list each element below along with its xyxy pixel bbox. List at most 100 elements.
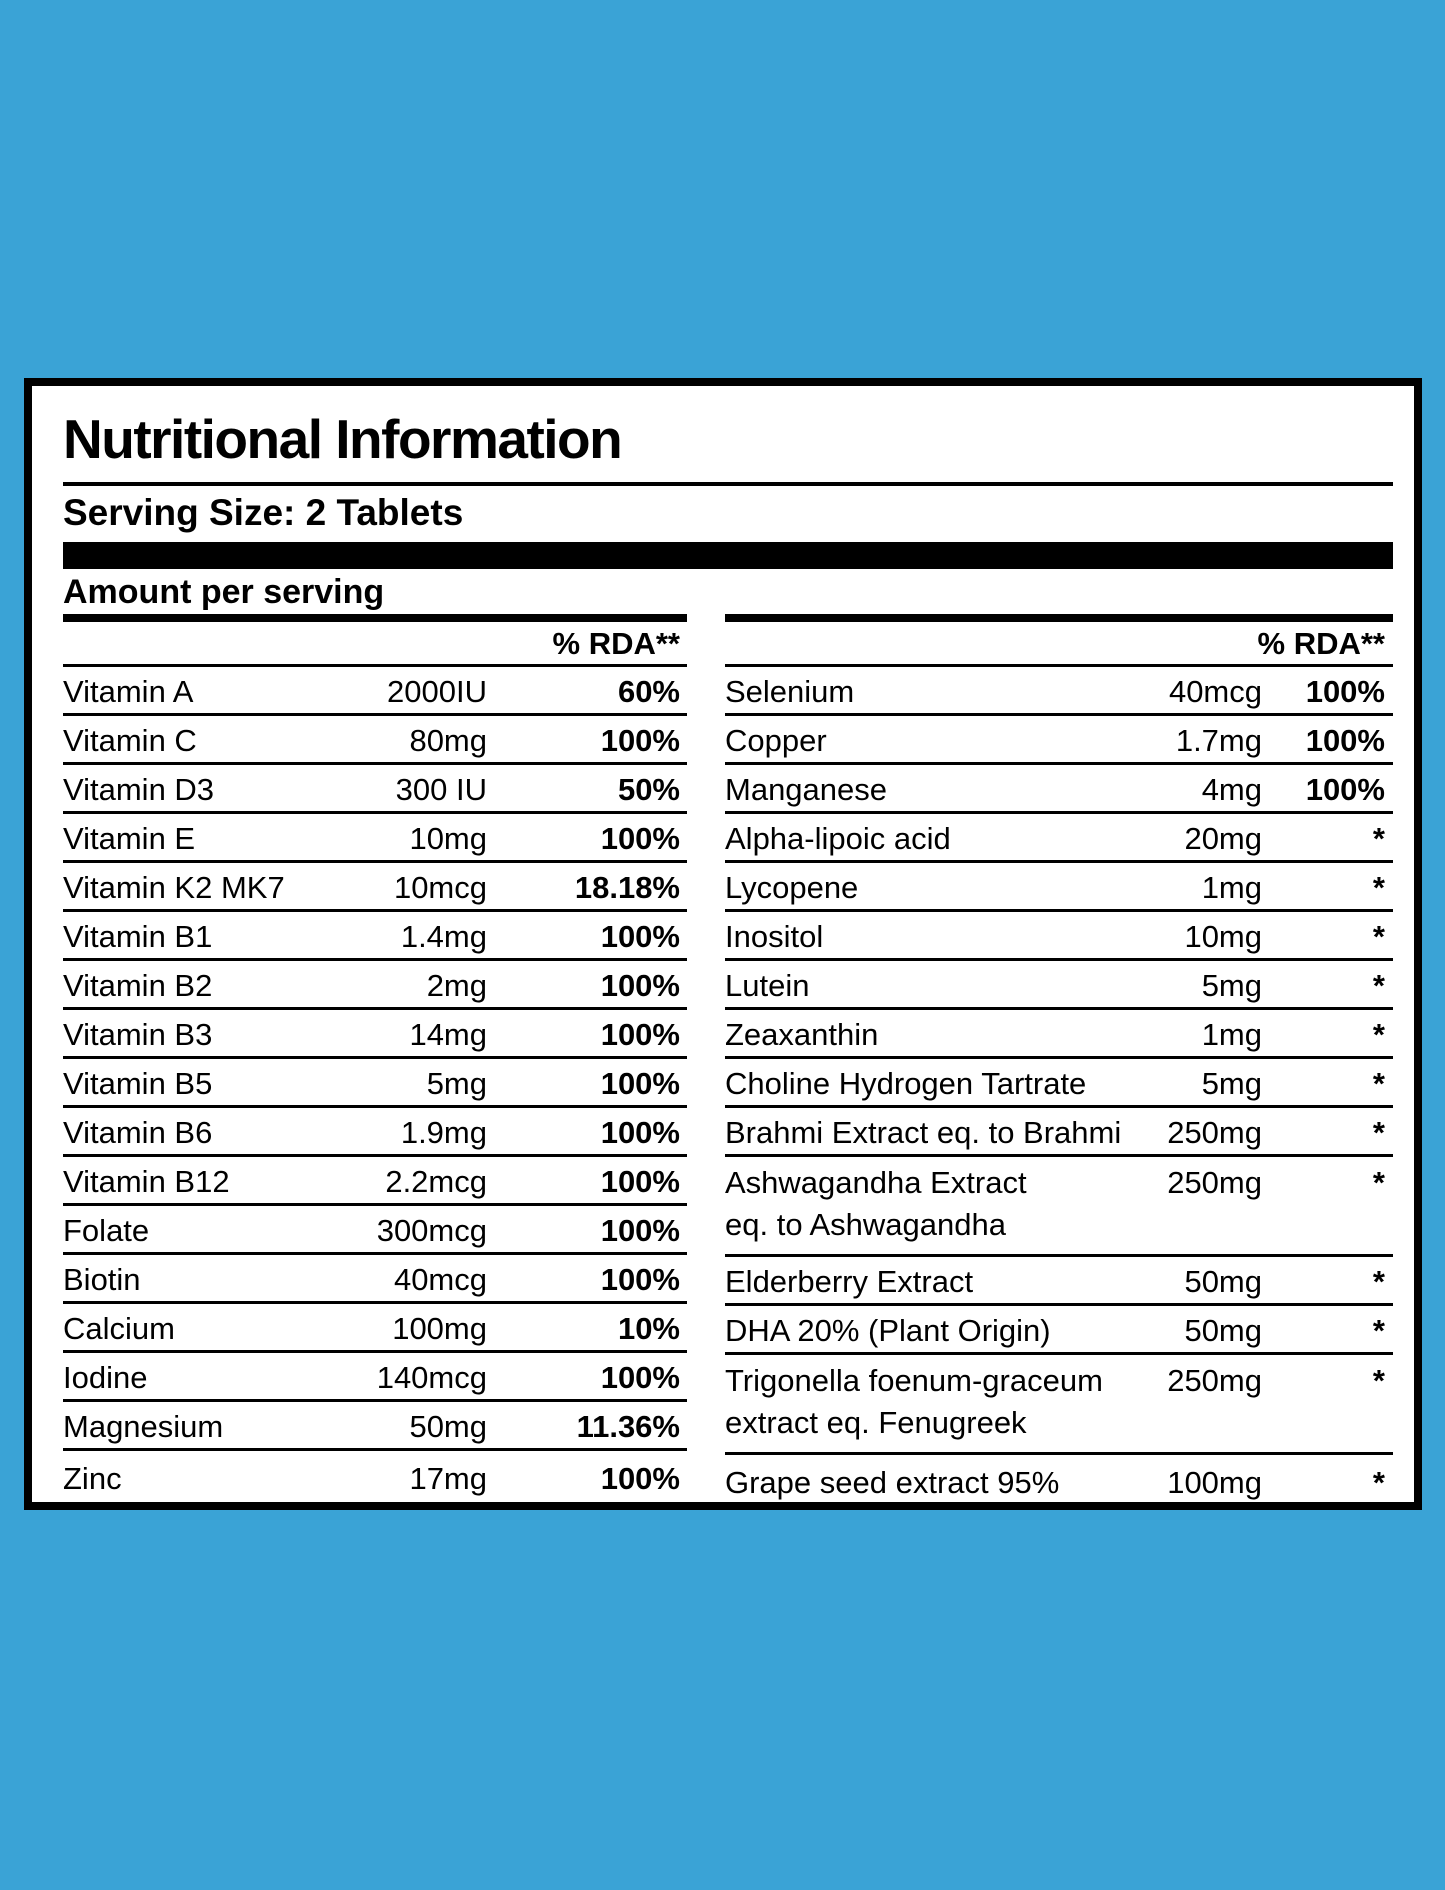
nutrient-amount: 140mcg (376, 1360, 487, 1395)
table-row: Vitamin B3 14mg 100% (63, 1010, 687, 1059)
nutrient-rda-value: 18.18% (574, 870, 680, 905)
table-row: Biotin 40mcg 100% (63, 1255, 687, 1304)
nutrient-name: Vitamin D3 (63, 772, 215, 807)
nutrient-amount: 40mcg (1168, 674, 1262, 709)
table-row: Vitamin B1 1.4mg 100% (63, 912, 687, 961)
table-row: Grape seed extract 95% 100mg * (725, 1455, 1393, 1502)
nutrition-label-panel: Nutritional Information Serving Size: 2 … (24, 378, 1422, 1510)
nutrient-rda-value: * (1372, 1363, 1385, 1398)
nutrient-name: Magnesium (63, 1409, 224, 1444)
nutrient-rda-value: * (1372, 1264, 1385, 1299)
nutrient-name-line2: eq. to Ashwagandha (725, 1207, 1006, 1242)
table-row: Vitamin E 10mg 100% (63, 814, 687, 863)
rda-column-header: % RDA** (63, 622, 687, 667)
nutrient-name: Folate (63, 1213, 150, 1248)
nutrient-name: Zeaxanthin (725, 1017, 879, 1052)
page-title: Nutritional Information (63, 408, 623, 470)
nutrient-rda-value: 100% (600, 821, 680, 856)
nutrient-name: Vitamin B5 (63, 1066, 213, 1101)
nutrient-amount: 250mg (1167, 1363, 1262, 1398)
amount-per-serving-label: Amount per serving (63, 573, 385, 611)
nutrient-amount: 300mcg (376, 1213, 487, 1248)
nutrient-amount: 250mg (1167, 1115, 1262, 1150)
nutrient-amount: 5mg (1201, 968, 1262, 1003)
table-row: Copper 1.7mg 100% (725, 716, 1393, 765)
table-row: Magnesium 50mg 11.36% (63, 1402, 687, 1451)
table-row: Zinc 17mg 100% (63, 1451, 687, 1500)
table-row: Choline Hydrogen Tartrate 5mg * (725, 1059, 1393, 1108)
nutrient-name: Trigonella foenum-graceum extract eq. Fen… (725, 1360, 1122, 1444)
nutrient-rda-value: 100% (600, 1461, 680, 1496)
table-row: Folate 300mcg 100% (63, 1206, 687, 1255)
nutrient-amount: 17mg (409, 1461, 487, 1496)
nutrient-rda-value: 50% (617, 772, 680, 807)
nutrient-amount: 100mg (392, 1311, 487, 1346)
table-row: Iodine 140mcg 100% (63, 1353, 687, 1402)
table-row: Alpha-lipoic acid 20mg * (725, 814, 1393, 863)
nutrient-name: Vitamin C (63, 723, 197, 758)
serving-size-text: Serving Size: 2 Tablets (63, 492, 464, 533)
right-nutrient-table: % RDA** Selenium 40mcg 100% Copper 1.7mg 100%… (725, 614, 1393, 1502)
nutrient-name: Vitamin B1 (63, 919, 213, 954)
nutrient-rda-value: 60% (617, 674, 680, 709)
nutrient-amount: 50mg (1184, 1264, 1262, 1299)
nutrient-rda-value: * (1372, 1165, 1385, 1200)
nutrient-tables: % RDA** Vitamin A 2000IU 60% Vitamin C 80mg 1… (63, 614, 1393, 1502)
table-row: Inositol 10mg * (725, 912, 1393, 961)
nutrient-rda-value: 100% (600, 723, 680, 758)
table-row: Ashwagandha Extract eq. to Ashwagandha 250… (725, 1157, 1393, 1257)
nutrient-name: Selenium (725, 674, 855, 709)
table-row: Vitamin A 2000IU 60% (63, 667, 687, 716)
nutrient-rda-value: 100% (1305, 674, 1385, 709)
nutrient-rda-value: 100% (600, 919, 680, 954)
nutrient-amount: 10mg (1184, 919, 1262, 954)
nutrient-amount: 300 IU (395, 772, 487, 807)
table-row: Lycopene 1mg * (725, 863, 1393, 912)
nutrient-rda-value: 11.36% (576, 1409, 680, 1444)
nutrient-name: Choline Hydrogen Tartrate (725, 1066, 1087, 1101)
table-row: Calcium 100mg 10% (63, 1304, 687, 1353)
nutrient-name: Vitamin B6 (63, 1115, 213, 1150)
nutrient-amount: 250mg (1167, 1165, 1262, 1200)
nutrient-name: Vitamin E (63, 821, 196, 856)
nutrient-amount: 50mg (1184, 1313, 1262, 1348)
nutrient-amount: 1.4mg (400, 919, 487, 954)
nutrient-name: Inositol (725, 919, 824, 954)
nutrient-name: Biotin (63, 1262, 141, 1297)
nutrient-amount: 40mcg (393, 1262, 487, 1297)
nutrient-rda-value: * (1372, 1465, 1385, 1500)
nutrient-name: Manganese (725, 772, 888, 807)
nutrient-rda-value: 100% (600, 968, 680, 1003)
left-table-rows: Vitamin A 2000IU 60% Vitamin C 80mg 100% Vitam… (63, 667, 687, 1500)
nutrient-name: Vitamin K2 MK7 (63, 870, 285, 905)
nutrient-amount: 5mg (426, 1066, 487, 1101)
nutrient-rda-value: 100% (600, 1262, 680, 1297)
table-row: Vitamin K2 MK7 10mcg 18.18% (63, 863, 687, 912)
nutrient-name: DHA 20% (Plant Origin) (725, 1313, 1051, 1348)
table-row: Brahmi Extract eq. to Brahmi 250mg * (725, 1108, 1393, 1157)
table-row: Trigonella foenum-graceum extract eq. Fen… (725, 1355, 1393, 1455)
nutrient-amount: 100mg (1167, 1465, 1262, 1500)
right-table-rows: Selenium 40mcg 100% Copper 1.7mg 100% Manganes… (725, 667, 1393, 1502)
nutrient-rda-value: * (1372, 919, 1385, 954)
table-row: Selenium 40mcg 100% (725, 667, 1393, 716)
table-row: Manganese 4mg 100% (725, 765, 1393, 814)
nutrient-amount: 10mg (409, 821, 487, 856)
nutrient-rda-value: 100% (600, 1066, 680, 1101)
nutrient-rda-value: * (1372, 1017, 1385, 1052)
nutrient-rda-value: * (1372, 1115, 1385, 1150)
nutrient-amount: 2mg (426, 968, 487, 1003)
nutrient-amount: 5mg (1201, 1066, 1262, 1101)
nutrient-amount: 2.2mcg (385, 1164, 487, 1199)
table-row: Elderberry Extract 50mg * (725, 1257, 1393, 1306)
nutrient-amount: 14mg (409, 1017, 487, 1052)
nutrient-amount: 1mg (1201, 870, 1262, 905)
nutrient-name: Zinc (63, 1461, 122, 1496)
table-row: DHA 20% (Plant Origin) 50mg * (725, 1306, 1393, 1355)
table-row: Vitamin B5 5mg 100% (63, 1059, 687, 1108)
nutrient-rda-value: 100% (600, 1017, 680, 1052)
nutrient-rda-value: * (1372, 870, 1385, 905)
rda-column-header: % RDA** (725, 622, 1393, 667)
nutrient-rda-value: 100% (1305, 772, 1385, 807)
